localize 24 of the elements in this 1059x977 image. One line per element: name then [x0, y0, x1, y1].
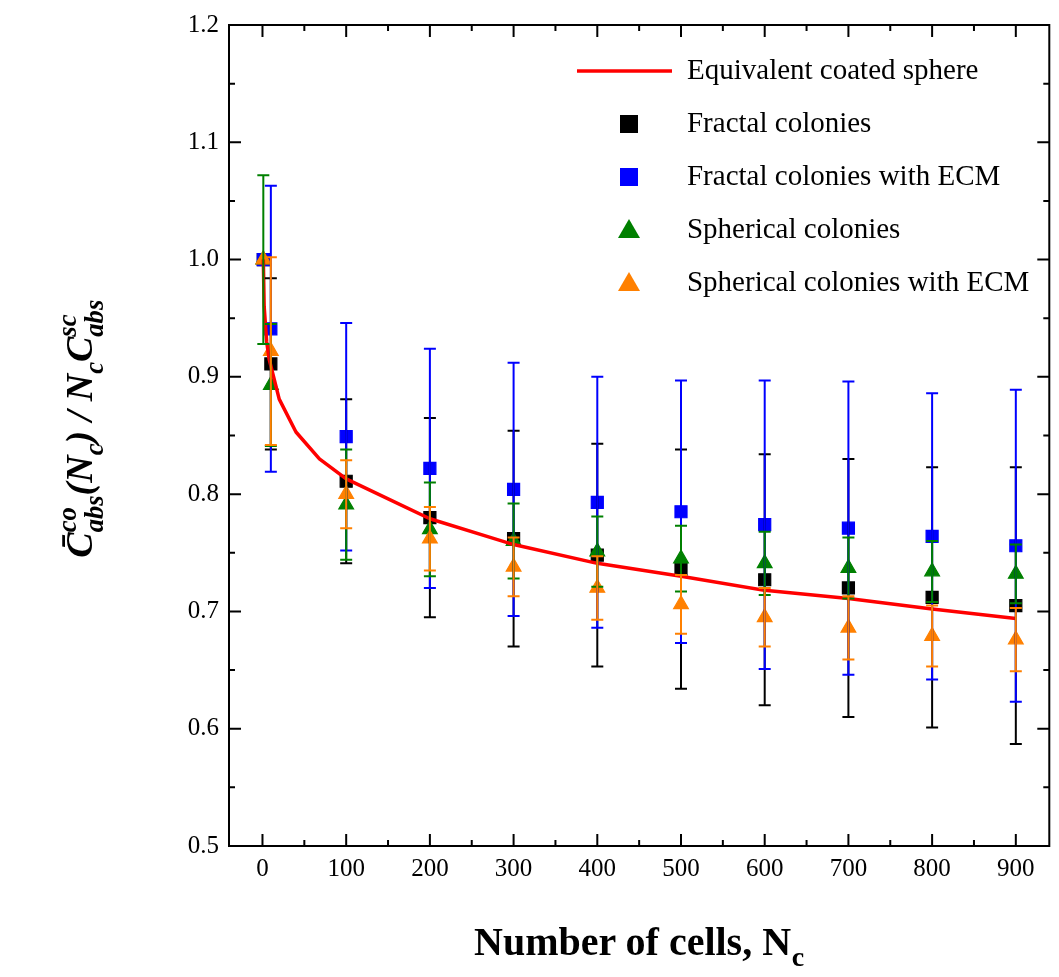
x-tick-label: 200: [411, 853, 449, 881]
y-tick-label: 1.2: [187, 9, 219, 37]
x-tick-label: 0: [256, 853, 269, 881]
y-tick-label: 1.1: [187, 126, 219, 154]
legend-label: Equivalent coated sphere: [686, 52, 979, 85]
x-tick-label: 100: [327, 853, 365, 881]
legend-label: Fractal colonies: [686, 105, 872, 138]
y-tick-label: 0.8: [187, 478, 219, 506]
x-tick-label: 800: [913, 853, 951, 881]
y-tick-label: 0.7: [187, 595, 219, 623]
text: C̄coabs(Nc) / NcCscabs: [52, 299, 109, 558]
y-tick-label: 0.9: [187, 361, 219, 389]
x-tick-label: 400: [578, 853, 617, 881]
y-tick-label: 1.0: [187, 244, 219, 272]
x-tick-label: 900: [997, 853, 1035, 881]
legend-label: Spherical colonies with ECM: [686, 264, 1030, 297]
legend-label: Fractal colonies with ECM: [686, 158, 1001, 191]
x-tick-label: 700: [829, 853, 868, 881]
y-tick-label: 0.6: [187, 713, 219, 741]
x-tick-label: 300: [494, 853, 533, 881]
x-tick-label: 600: [745, 853, 784, 881]
legend-label: Spherical colonies: [686, 211, 901, 244]
x-tick-label: 500: [662, 853, 700, 881]
y-tick-label: 0.5: [187, 830, 219, 858]
